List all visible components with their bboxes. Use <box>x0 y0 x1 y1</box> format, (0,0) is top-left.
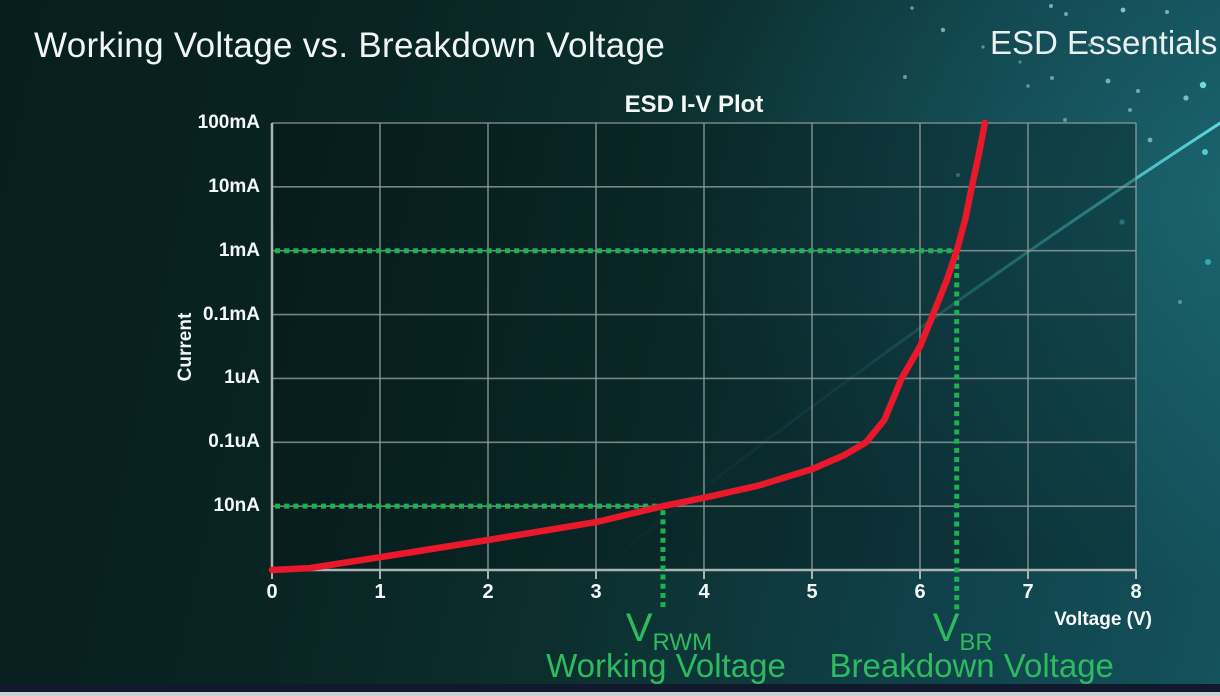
chart-title: ESD I-V Plot <box>624 91 764 118</box>
y-tick-label-10nA: 10nA <box>213 495 260 517</box>
vbr-subscript: BR <box>959 629 993 656</box>
bottom-bar-light <box>0 692 1220 696</box>
brand-logo-text: ESD Essentials <box>990 24 1218 61</box>
slide-title: Working Voltage vs. Breakdown Voltage <box>34 26 666 65</box>
vrwm-symbol: V <box>625 606 653 650</box>
y-tick-label-0.1mA: 0.1mA <box>202 303 260 325</box>
vrwm-symbol-label: VRWM <box>625 606 712 655</box>
working-voltage-label: Working Voltage <box>546 647 786 684</box>
y-tick-label-0.1uA: 0.1uA <box>208 431 260 453</box>
x-tick-label-8: 8 <box>1130 581 1142 603</box>
x-tick-label-1: 1 <box>374 581 386 603</box>
vrwm-subscript: RWM <box>652 629 713 656</box>
x-tick-label-0: 0 <box>266 581 278 603</box>
bottom-bar-dark <box>0 684 1220 692</box>
vbr-symbol: V <box>932 606 960 650</box>
y-tick-label-10mA: 10mA <box>208 175 260 197</box>
y-tick-label-1mA: 1mA <box>218 239 260 261</box>
x-tick-label-4: 4 <box>698 581 710 603</box>
light-swoosh <box>559 121 1220 602</box>
breakdown-voltage-label: Breakdown Voltage <box>829 647 1114 684</box>
x-tick-label-5: 5 <box>806 581 818 603</box>
x-tick-label-3: 3 <box>590 581 602 603</box>
x-tick-label-7: 7 <box>1022 581 1034 603</box>
x-axis-title: Voltage (V) <box>1054 609 1152 630</box>
particle-field <box>903 4 1211 304</box>
vbr-symbol-label: VBR <box>932 606 993 655</box>
x-tick-label-6: 6 <box>914 581 926 603</box>
x-tick-label-2: 2 <box>482 581 494 603</box>
iv-curve <box>268 119 989 574</box>
y-tick-label-100mA: 100mA <box>197 112 260 133</box>
y-tick-label-1uA: 1uA <box>224 367 260 389</box>
